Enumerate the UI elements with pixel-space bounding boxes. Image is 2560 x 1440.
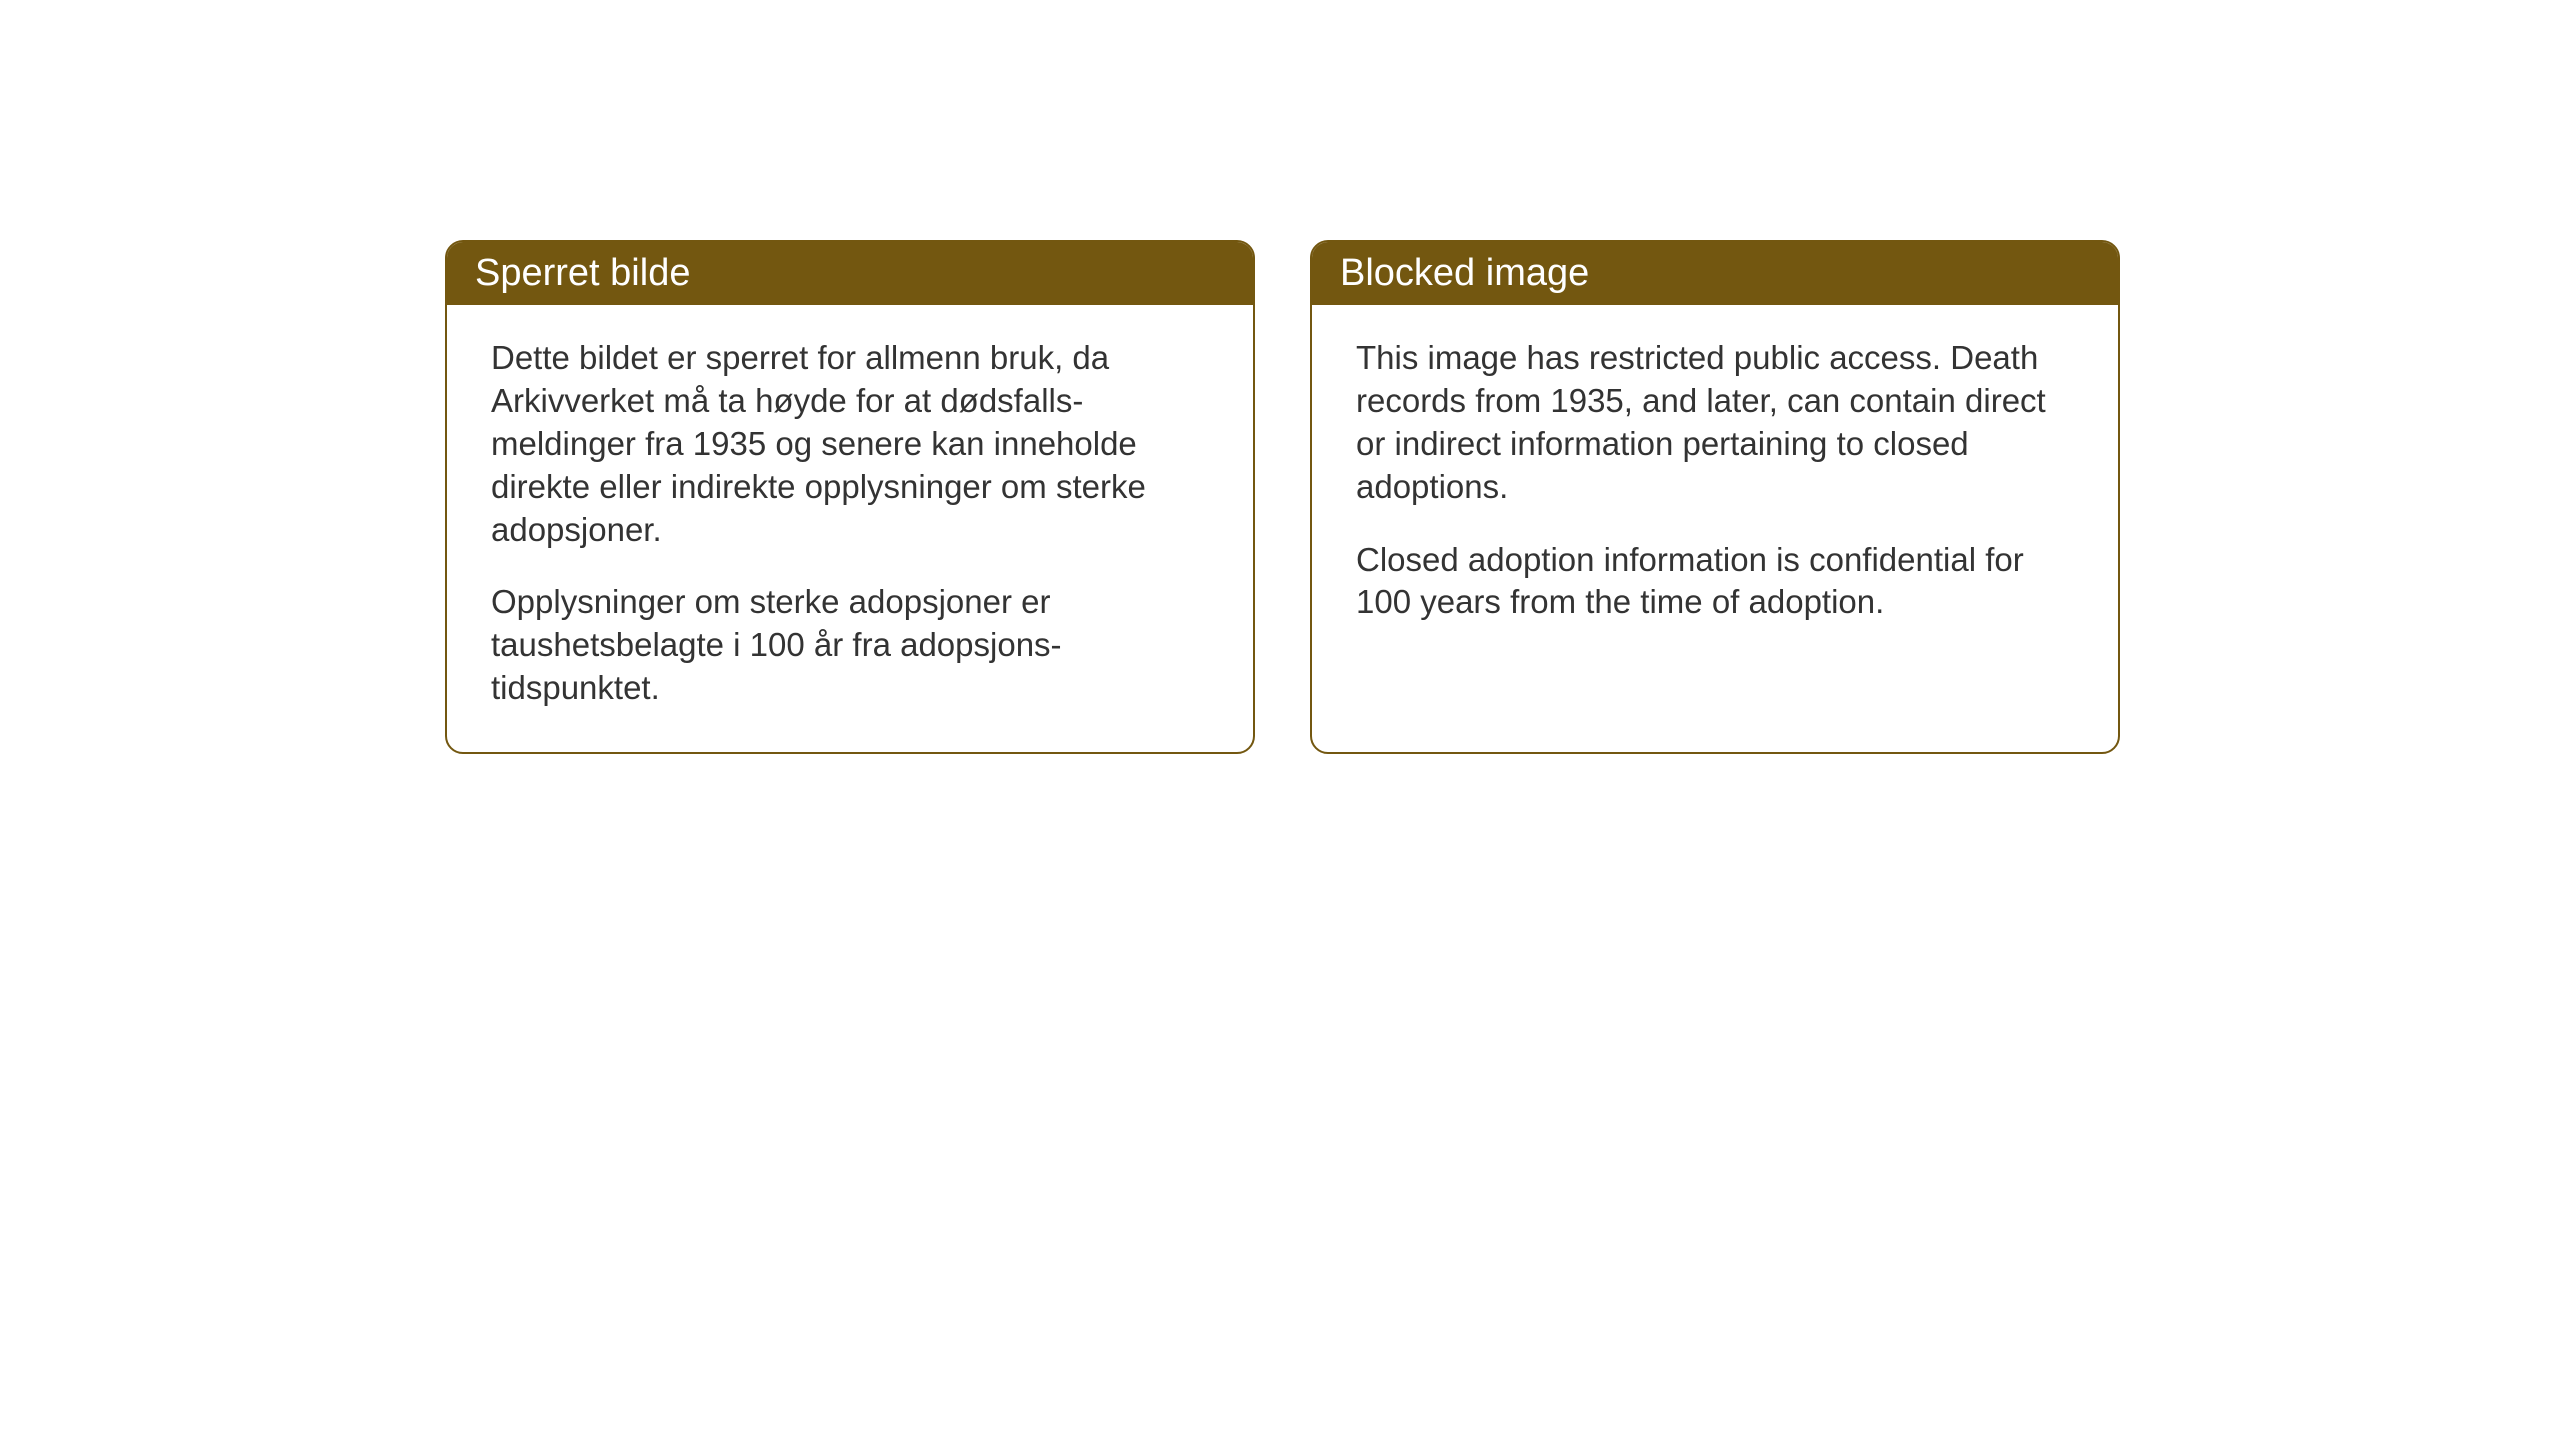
paragraph-text: Opplysninger om sterke adopsjoner er tau… [491,581,1209,710]
paragraph-text: Closed adoption information is confident… [1356,539,2074,625]
card-title: Blocked image [1340,252,1589,294]
card-body: This image has restricted public access.… [1312,305,2118,666]
notice-card-norwegian: Sperret bilde Dette bildet er sperret fo… [445,240,1255,754]
card-title: Sperret bilde [475,252,690,294]
paragraph-text: This image has restricted public access.… [1356,337,2074,509]
card-header: Sperret bilde [447,242,1253,305]
notice-container: Sperret bilde Dette bildet er sperret fo… [445,240,2120,754]
card-header: Blocked image [1312,242,2118,305]
paragraph-text: Dette bildet er sperret for allmenn bruk… [491,337,1209,551]
notice-card-english: Blocked image This image has restricted … [1310,240,2120,754]
card-body: Dette bildet er sperret for allmenn bruk… [447,305,1253,752]
